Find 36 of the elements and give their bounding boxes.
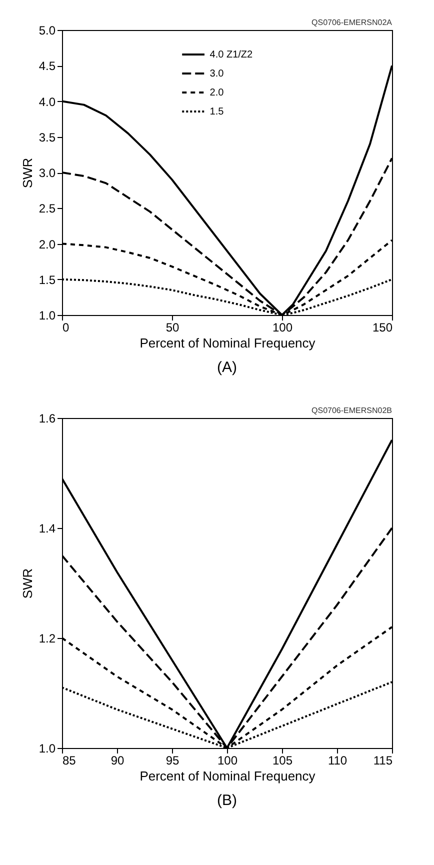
y-tick-label: 4.0 [38, 94, 56, 109]
y-tick-label: 3.0 [38, 166, 56, 180]
legend-label: 2.0 [210, 88, 224, 98]
x-tick-label: 85 [62, 754, 76, 768]
legend-label: 1.5 [210, 106, 224, 118]
x-axis-title: Percent of Nominal Frequency [140, 768, 316, 784]
x-tick-label: 105 [272, 754, 293, 768]
x-tick-label: 0 [62, 320, 70, 334]
x-tick-label: 90 [110, 754, 124, 768]
y-tick-label: 3.5 [38, 130, 56, 144]
x-tick-label: 100 [272, 320, 293, 334]
y-tick-label: 2.5 [38, 202, 56, 216]
x-axis-title: Percent of Nominal Frequency [140, 336, 316, 350]
x-tick-label: 150 [372, 320, 393, 334]
legend-label: 3.0 [210, 68, 224, 80]
y-tick-label: 1.5 [38, 272, 56, 287]
text: (B) [217, 792, 237, 809]
x-tick-label: 115 [373, 754, 393, 768]
y-tick-label: 1.6 [38, 412, 56, 426]
y-tick-label: 1.2 [38, 632, 56, 646]
y-tick-label: 2.0 [38, 237, 56, 252]
text: (A) [217, 359, 237, 376]
x-tick-label: 50 [166, 320, 180, 334]
y-tick-label: 1.4 [38, 522, 56, 536]
legend-label: 4.0 Z1/Z2 [210, 50, 254, 60]
y-axis-title: SWR [20, 568, 35, 599]
y-tick-label: 5.0 [38, 24, 56, 38]
text: QS0706-EMERSN02A [312, 18, 393, 27]
y-tick-label: 1.0 [38, 742, 56, 756]
text: QS0706-EMERSN02B [312, 406, 392, 415]
x-tick-label: 110 [328, 754, 348, 768]
y-tick-label: 1.0 [38, 308, 56, 322]
x-tick-label: 100 [217, 754, 238, 768]
y-tick-label: 4.5 [38, 59, 56, 74]
x-tick-label: 95 [166, 754, 180, 768]
y-axis-title: SWR [20, 158, 35, 188]
